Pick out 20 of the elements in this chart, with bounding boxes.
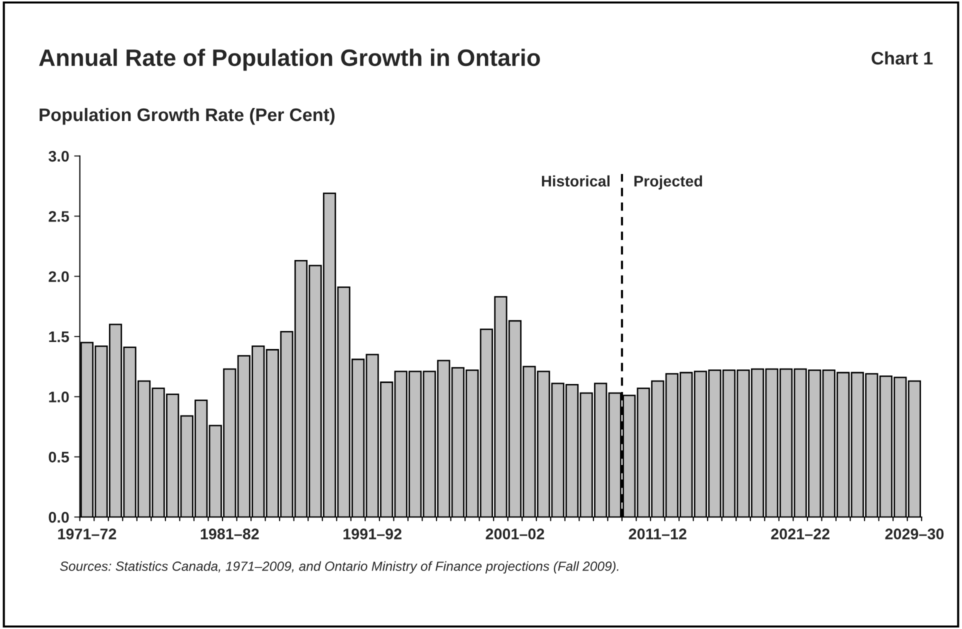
x-tick-label: 2029–30	[885, 528, 944, 540]
chart-subtitle: Chart 1	[872, 51, 933, 65]
y-tick-label: 0.0	[48, 512, 69, 523]
x-tick-label: 2021–22	[771, 528, 830, 540]
y-tick-label: 3.0	[48, 150, 69, 162]
chart-title: Annual Rate of Population Growth in Ontario	[39, 48, 540, 71]
x-tick-label: 2011–12	[628, 528, 686, 540]
annotation: Historical	[542, 175, 610, 187]
y-tick-label: 2.0	[48, 271, 69, 282]
x-tick-label: 1981–82	[200, 528, 259, 540]
annotation: Projected	[634, 175, 702, 190]
x-tick-label: 1991–92	[344, 528, 402, 540]
x-tick-label: 1971–72	[58, 528, 116, 540]
y-tick-label: 2.5	[48, 211, 70, 222]
y-axis-title: Population Growth Rate (Per Cent)	[40, 108, 335, 125]
x-tick-label: 2001–02	[486, 528, 544, 540]
y-tick-label: 1.5	[49, 332, 70, 342]
y-tick-label: 0.5	[48, 452, 70, 463]
source-note: Sources: Statistics Canada, 1971–2009, and Ontario Ministry of Finance projections (Fall 2009).	[60, 561, 618, 574]
y-tick-label: 1.0	[49, 392, 69, 402]
